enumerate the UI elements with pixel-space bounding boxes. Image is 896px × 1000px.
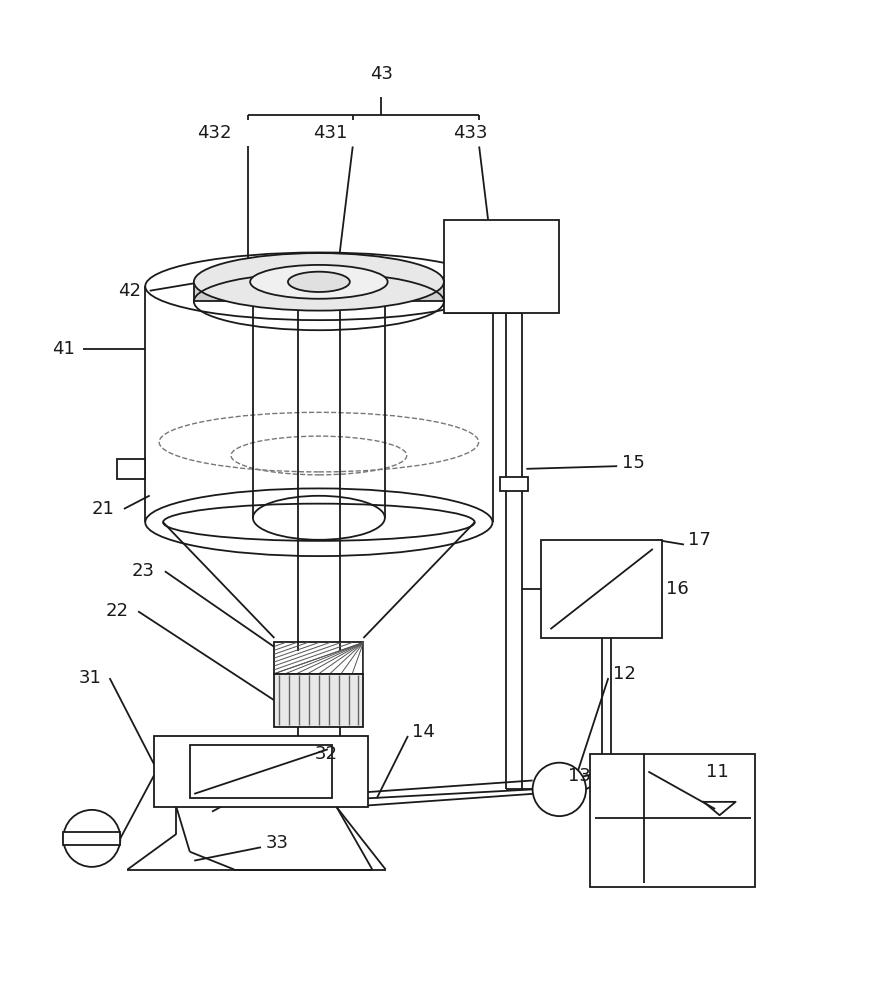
Text: 31: 31: [79, 669, 101, 687]
Text: 15: 15: [622, 454, 644, 472]
Text: 433: 433: [453, 124, 487, 142]
Bar: [444, 277, 493, 306]
Bar: [190, 745, 332, 798]
Ellipse shape: [194, 253, 444, 311]
Text: 13: 13: [568, 767, 591, 785]
Text: 16: 16: [666, 580, 689, 598]
Text: 22: 22: [105, 602, 128, 620]
Text: 41: 41: [52, 340, 74, 358]
Text: 431: 431: [314, 124, 348, 142]
Text: 43: 43: [370, 65, 392, 83]
Bar: [500, 477, 528, 491]
Ellipse shape: [288, 272, 349, 292]
Text: 42: 42: [118, 282, 142, 300]
Bar: [64, 832, 120, 845]
Bar: [116, 459, 145, 479]
Bar: [154, 736, 368, 807]
Bar: [274, 674, 364, 727]
Bar: [444, 220, 559, 313]
Text: 14: 14: [412, 723, 435, 741]
Text: 432: 432: [196, 124, 231, 142]
Circle shape: [532, 763, 586, 816]
Ellipse shape: [250, 265, 388, 299]
Text: 32: 32: [314, 745, 338, 763]
Text: 23: 23: [132, 562, 155, 580]
Text: 17: 17: [688, 531, 711, 549]
Text: 21: 21: [91, 500, 115, 518]
Bar: [590, 754, 755, 887]
Text: 33: 33: [265, 834, 289, 852]
Circle shape: [64, 810, 120, 867]
Bar: [194, 282, 444, 301]
Bar: [274, 642, 364, 674]
Text: 11: 11: [706, 763, 729, 781]
Bar: [541, 540, 662, 638]
Text: 12: 12: [613, 665, 635, 683]
